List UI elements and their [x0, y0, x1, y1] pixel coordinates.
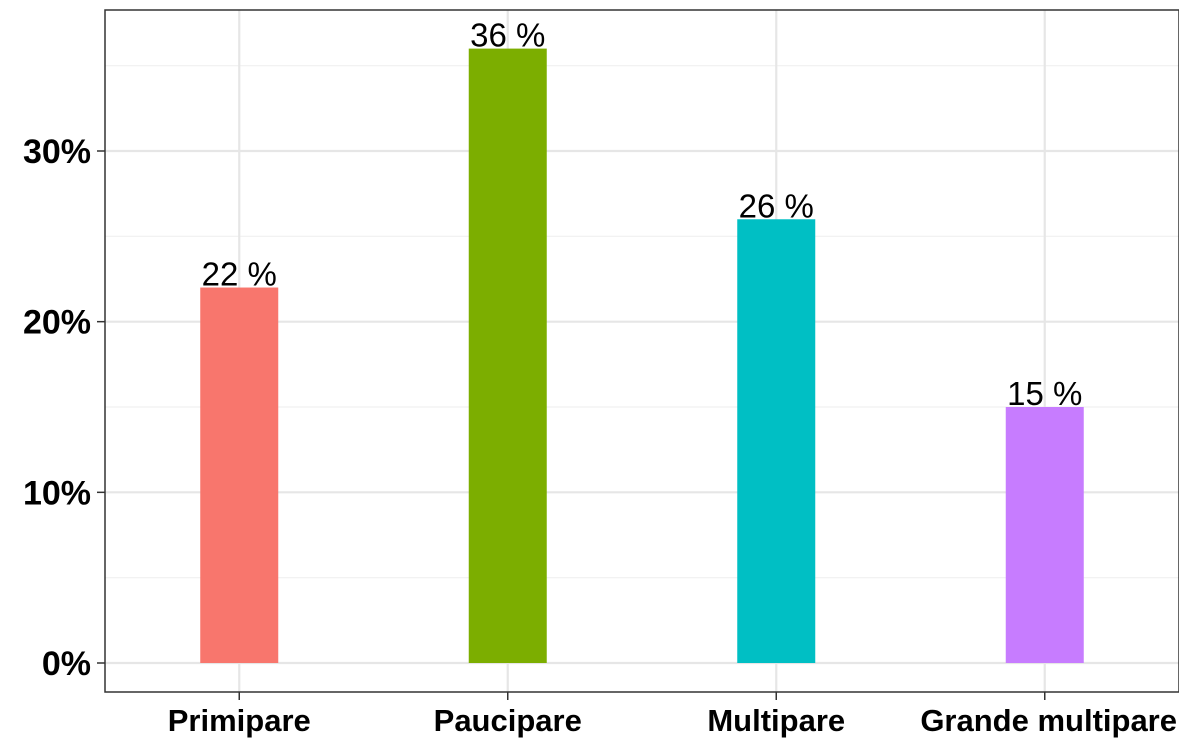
- bar-primipare: [200, 287, 279, 663]
- plot-panel-background: [105, 10, 1179, 692]
- bar-paucipare: [468, 48, 547, 664]
- x-tick-label: Primipare: [168, 703, 311, 738]
- bar-multipare: [737, 219, 816, 663]
- bar-value-label: 36 %: [470, 17, 545, 54]
- y-tick-label: 0%: [42, 645, 91, 683]
- x-tick-label: Multipare: [707, 703, 845, 738]
- bar-value-label: 26 %: [739, 187, 814, 224]
- bar-grande-multipare: [1005, 407, 1084, 663]
- bars: [200, 48, 1084, 664]
- bar-value-label: 22 %: [202, 256, 277, 293]
- bar-value-labels: 22 % 36 % 26 % 15 %: [202, 17, 1083, 412]
- y-tick-label: 10%: [23, 474, 91, 512]
- plot-panel-border: [104, 9, 1179, 693]
- y-tick-label: 20%: [23, 304, 91, 342]
- x-tick-label: Grande multipare: [920, 703, 1177, 738]
- axes: 0% 10% 20% 30% Primipare Paucipare Multipare Gr…: [23, 133, 1177, 738]
- y-tick-label: 30%: [23, 133, 91, 171]
- bar-value-label: 15 %: [1007, 375, 1082, 412]
- x-tick-label: Paucipare: [434, 703, 582, 738]
